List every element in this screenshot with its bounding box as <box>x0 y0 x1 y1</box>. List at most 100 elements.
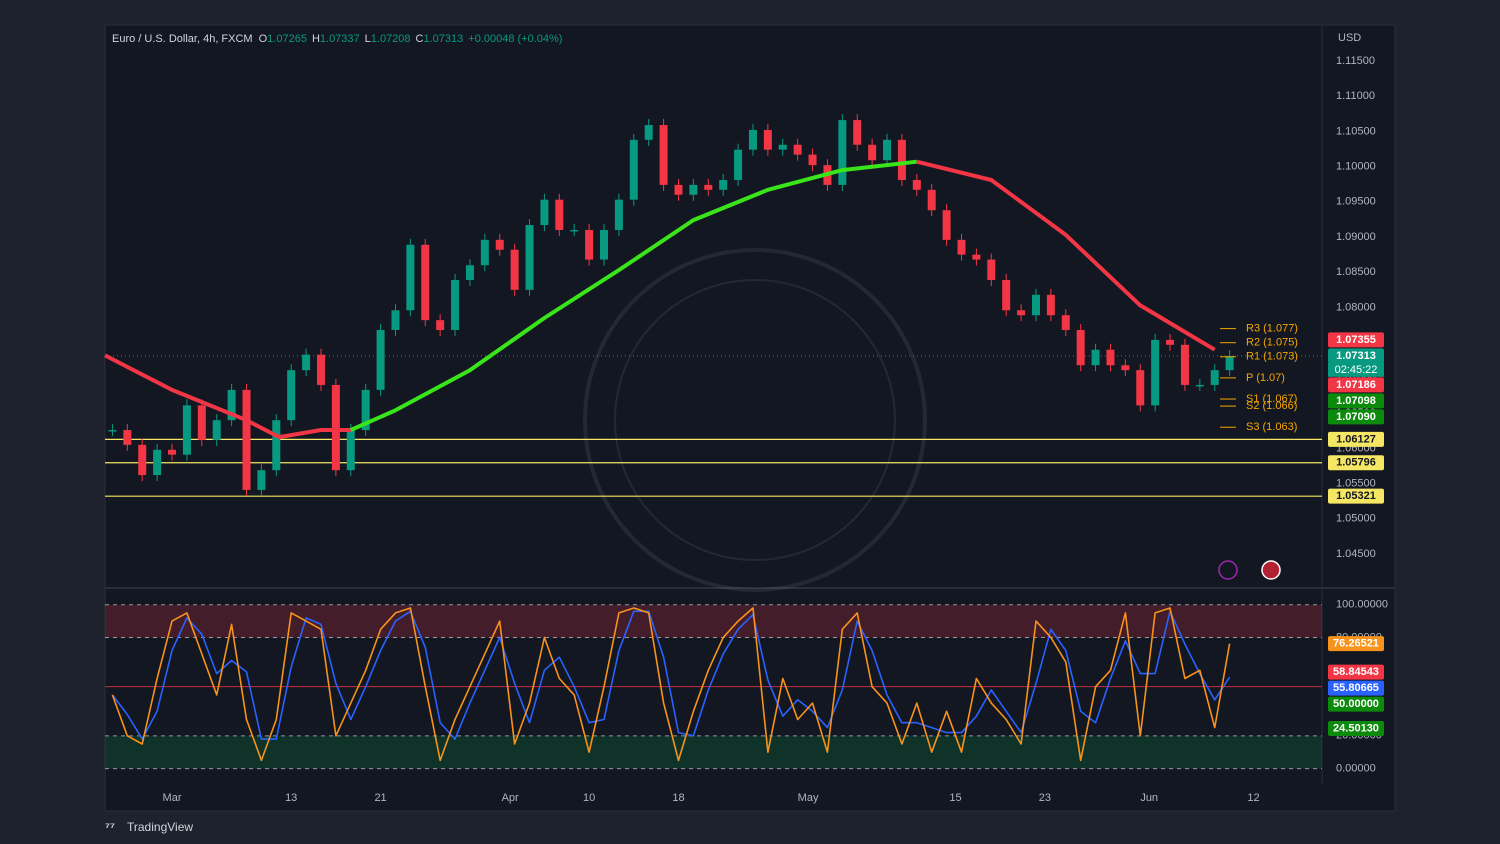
candle <box>957 239 966 255</box>
ohlc-value: 1.07337 <box>320 33 360 45</box>
price-tag <box>1328 409 1384 425</box>
candle <box>108 430 117 432</box>
x-tick-label: 15 <box>949 792 961 804</box>
candle <box>182 405 191 455</box>
candle <box>853 120 862 145</box>
flag-icon[interactable] <box>1261 560 1281 580</box>
price-tag-label: 1.07186 <box>1336 379 1376 391</box>
candle <box>465 265 474 280</box>
candle <box>272 420 281 471</box>
candle <box>719 179 728 190</box>
x-tick-label: 21 <box>374 792 386 804</box>
candle <box>316 354 325 385</box>
candle <box>659 125 668 185</box>
candle <box>1002 279 1011 311</box>
y-tick-label: 1.11500 <box>1336 55 1375 67</box>
candle <box>406 244 415 311</box>
candle <box>808 154 817 166</box>
y-tick-label: 100.00000 <box>1336 599 1388 611</box>
candle <box>1210 370 1219 385</box>
candle <box>391 310 400 331</box>
candle <box>942 210 951 240</box>
series-line <box>111 607 1231 762</box>
candle <box>1225 356 1234 371</box>
candle <box>421 244 430 321</box>
candle <box>227 389 236 421</box>
y-tick-label: 1.05500 <box>1336 477 1376 489</box>
chart-title: Euro / U.S. Dollar, 4h, FXCM O1.07265 H1.0… <box>112 33 562 45</box>
y-tick-label: 1.09500 <box>1336 196 1376 208</box>
ohlc-key: C <box>416 33 424 45</box>
level-tag-label: 1.05321 <box>1336 490 1376 502</box>
price-tag-label: 50.00000 <box>1333 698 1379 710</box>
x-tick-label: 23 <box>1039 792 1051 804</box>
series-line <box>349 159 918 432</box>
y-tick-label: 1.09000 <box>1336 231 1376 243</box>
candle <box>629 139 638 200</box>
candle <box>704 184 713 190</box>
candle <box>1046 294 1055 316</box>
candle <box>927 189 936 211</box>
price-tag-label: 58.84543 <box>1333 666 1379 678</box>
countdown-bg <box>1328 362 1384 377</box>
band <box>105 604 1322 638</box>
candle <box>540 199 549 226</box>
price-tag-label: 1.07355 <box>1336 334 1376 346</box>
x-tick-label: Apr <box>502 792 519 804</box>
candle <box>302 354 311 371</box>
candle <box>1195 384 1204 387</box>
change: +0.00048 (+0.04%) <box>468 33 562 45</box>
ohlc-value: 1.07208 <box>371 33 411 45</box>
level-tag <box>1328 431 1384 447</box>
y-tick-label: 1.11000 <box>1336 90 1375 102</box>
candle <box>1151 339 1160 406</box>
series-line <box>111 610 1231 740</box>
candle <box>287 370 296 421</box>
watermark <box>583 248 927 592</box>
countdown: 02:45:22 <box>1335 364 1378 376</box>
pivot-label: S2 (1.066) <box>1246 400 1297 412</box>
candle <box>480 239 489 266</box>
price-tag <box>1328 720 1384 736</box>
price-tag <box>1328 664 1384 680</box>
candle <box>883 139 892 161</box>
series-line <box>104 353 351 440</box>
ohlc-key: H <box>312 33 320 45</box>
candle <box>987 259 996 280</box>
level-tag <box>1328 455 1384 471</box>
candle <box>257 470 266 490</box>
y-tick-label: 1.08000 <box>1336 301 1376 313</box>
price-tag <box>1328 332 1384 348</box>
price-tag <box>1328 696 1384 712</box>
candle <box>868 144 877 161</box>
price-tag-label: 24.50130 <box>1333 722 1379 734</box>
candle <box>346 430 355 471</box>
pivot-label: R2 (1.075) <box>1246 337 1298 349</box>
ohlc-value: 1.07265 <box>267 33 307 45</box>
pivot-label: S1 (1.067) <box>1246 393 1297 405</box>
candle <box>1106 349 1115 366</box>
ohlc-value: 1.07313 <box>424 33 464 45</box>
event-icon[interactable] <box>1218 560 1238 580</box>
candle <box>153 449 162 476</box>
price-tag <box>1328 393 1384 409</box>
level-tag <box>1328 488 1384 504</box>
currency-label: USD <box>1338 32 1361 44</box>
price-tag-label: 76.26521 <box>1333 638 1379 650</box>
x-tick-label: 13 <box>285 792 297 804</box>
pivot-label: P (1.07) <box>1246 372 1285 384</box>
candle <box>1166 339 1175 345</box>
price-tag-label: 55.80665 <box>1333 682 1379 694</box>
x-tick-label: 12 <box>1247 792 1259 804</box>
candle <box>912 179 921 190</box>
price-tag <box>1328 636 1384 652</box>
price-tag <box>1328 680 1384 696</box>
candle <box>168 449 177 455</box>
candle <box>555 199 564 230</box>
candle <box>1121 365 1130 371</box>
y-tick-label: 1.05000 <box>1336 513 1376 525</box>
candle <box>614 199 623 230</box>
candle <box>361 389 370 431</box>
candle <box>763 129 772 150</box>
logo-mark: ⁷⁷ <box>105 820 115 834</box>
